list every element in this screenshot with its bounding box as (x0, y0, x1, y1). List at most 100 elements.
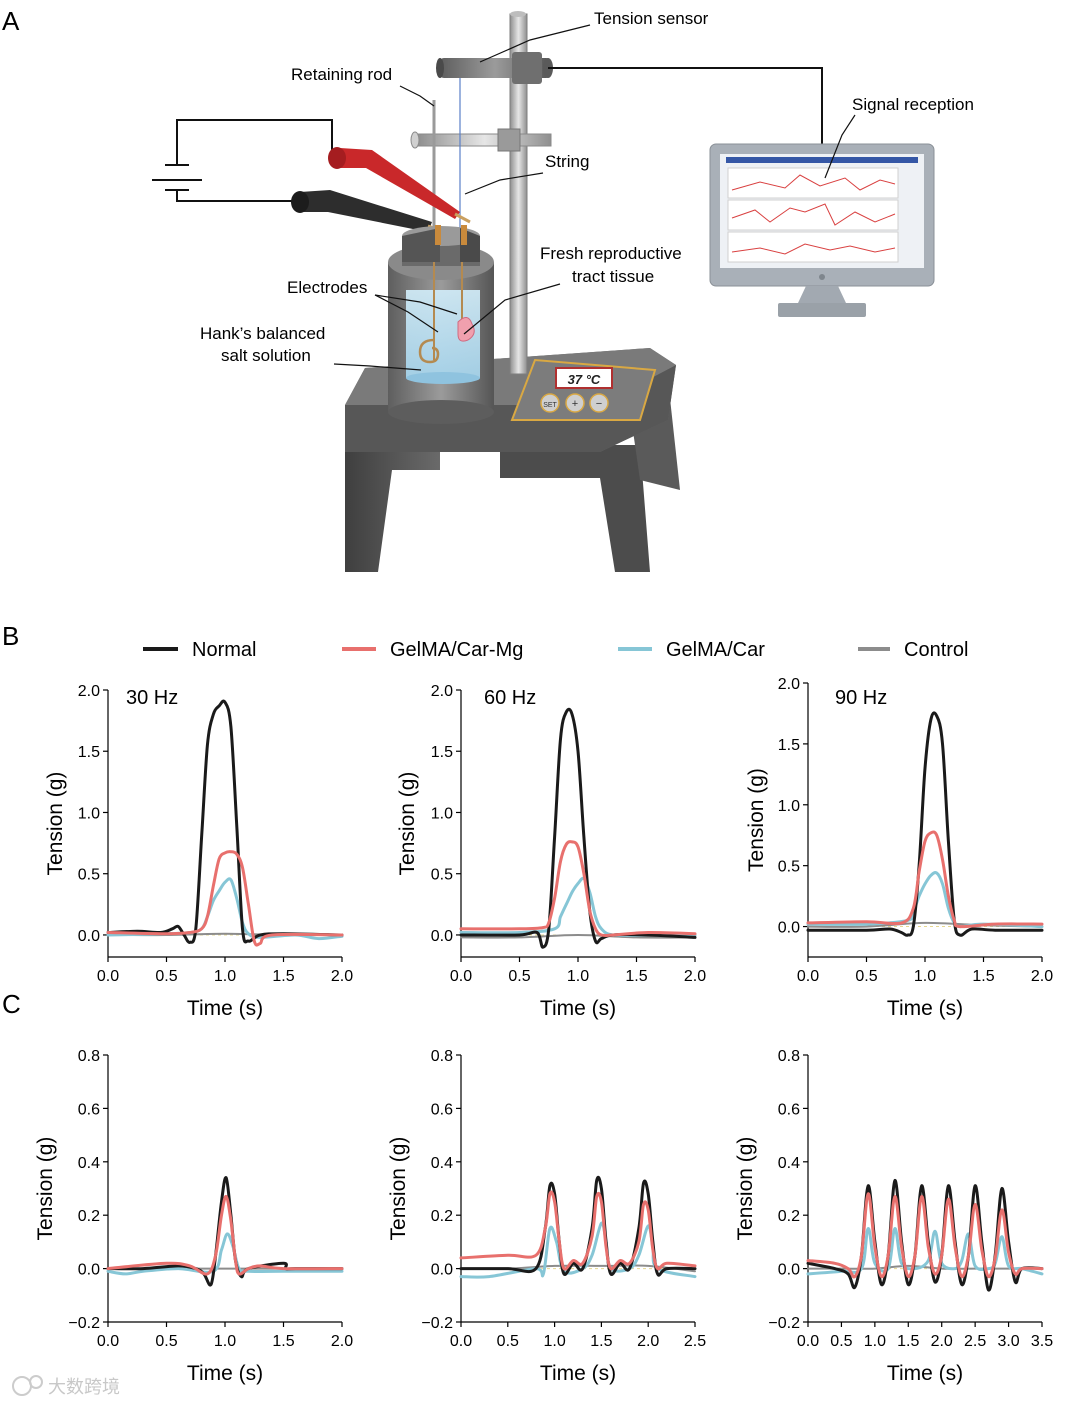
y-tick-label: 0.0 (78, 928, 100, 945)
y-tick-label: −0.2 (768, 1315, 800, 1332)
label-electrodes: Electrodes (287, 278, 367, 297)
watermark: 大数跨境 (12, 1375, 120, 1397)
label-tension-sensor: Tension sensor (594, 9, 709, 28)
label-hanks-line2: salt solution (221, 346, 311, 365)
y-tick-label: 0.5 (78, 867, 100, 884)
x-tick-label: 3.0 (997, 1333, 1019, 1350)
y-axis-title: Tension (g) (34, 1137, 57, 1241)
chart-b-90hz: 0.0 0.5 1.0 1.5 2.0 0.0 0.5 1.0 1.5 2.0 Time (s) Te… (745, 676, 1053, 1020)
chart-c-three-pulses: 0.0 0.5 1.0 1.5 2.0 2.5−0.20.00.20.40.60.8Tim… (387, 1048, 706, 1385)
series-line-gelma-car (106, 1232, 344, 1276)
series-line-gelma-car-mg (806, 1192, 1044, 1279)
series-line-gelma-car-mg (106, 1194, 344, 1276)
series-line-gelma-car (806, 871, 1044, 929)
label-string: String (545, 152, 589, 171)
label-hanks-line1: Hank’s balanced (200, 324, 325, 343)
series-line-normal (106, 699, 344, 944)
y-tick-label: 0.4 (778, 1155, 800, 1172)
frequency-label: 30 Hz (126, 687, 178, 709)
y-tick-label: 0.6 (78, 1101, 100, 1118)
panel-letter-a: A (2, 6, 20, 36)
x-tick-label: 1.5 (972, 968, 994, 985)
y-tick-label: 0.4 (431, 1155, 453, 1172)
y-tick-label: 0.6 (778, 1101, 800, 1118)
label-retaining-rod: Retaining rod (291, 65, 392, 84)
x-tick-label: 1.0 (567, 968, 589, 985)
x-tick-label: 2.0 (931, 1333, 953, 1350)
y-tick-label: 0.4 (78, 1155, 100, 1172)
y-axis-title: Tension (g) (387, 1137, 410, 1241)
x-axis-title: Time (s) (887, 1362, 963, 1385)
y-tick-label: 2.0 (78, 683, 100, 700)
x-tick-label: 1.0 (543, 1333, 565, 1350)
y-axis-title: Tension (g) (396, 772, 419, 876)
x-tick-label: 0.5 (855, 968, 877, 985)
x-tick-label: 0.0 (450, 1333, 472, 1350)
y-tick-label: 0.0 (431, 928, 453, 945)
x-tick-label: 0.5 (155, 1333, 177, 1350)
legend-item-gelma-car: GelMA/Car (618, 639, 765, 661)
y-axis-title: Tension (g) (44, 772, 67, 876)
x-axis-title: Time (s) (540, 1362, 616, 1385)
y-tick-label: 0.5 (778, 859, 800, 876)
x-tick-label: 1.0 (214, 968, 236, 985)
series-line-gelma-car-mg (459, 1190, 697, 1271)
legend-label-control: Control (904, 639, 968, 661)
y-tick-label: 2.0 (778, 676, 800, 693)
y-tick-label: 2.0 (431, 683, 453, 700)
set-button-label: SET (543, 402, 557, 409)
frequency-label: 60 Hz (484, 687, 536, 709)
x-tick-label: 1.0 (214, 1333, 236, 1350)
signal-monitor (709, 143, 935, 317)
y-tick-label: 1.5 (78, 744, 100, 761)
x-tick-label: 1.0 (864, 1333, 886, 1350)
label-signal-reception: Signal reception (852, 95, 974, 114)
series-line-gelma-car (106, 877, 344, 941)
chart-b-30hz: 0.0 0.5 1.0 1.5 2.0 0.0 0.5 1.0 1.5 2.0 Time (s) Te… (44, 683, 353, 1020)
y-tick-label: 1.5 (778, 737, 800, 754)
chart-b-60hz: 0.0 0.5 1.0 1.5 2.0 0.0 0.5 1.0 1.5 2.0 Time (s) Te… (396, 683, 706, 1020)
retort-stand (410, 11, 552, 375)
y-tick-label: 0.5 (431, 867, 453, 884)
y-tick-label: 1.0 (778, 798, 800, 815)
x-tick-label: 1.5 (897, 1333, 919, 1350)
x-tick-label: 0.5 (508, 968, 530, 985)
x-tick-label: 1.5 (272, 1333, 294, 1350)
x-tick-label: 1.5 (590, 1333, 612, 1350)
x-axis-title: Time (s) (187, 997, 263, 1020)
y-tick-label: 0.8 (431, 1048, 453, 1065)
x-axis-title: Time (s) (540, 997, 616, 1020)
tension-sensor (436, 52, 553, 84)
callout-leaders (333, 24, 856, 371)
legend-item-normal: Normal (143, 639, 256, 661)
series-line-gelma-car-mg (106, 850, 344, 947)
plus-button-label: + (572, 398, 578, 410)
x-tick-label: 0.0 (97, 1333, 119, 1350)
x-tick-label: 2.0 (637, 1333, 659, 1350)
x-tick-label: 1.0 (914, 968, 936, 985)
y-tick-label: 0.0 (778, 1262, 800, 1279)
sensor-cable (548, 67, 823, 145)
x-tick-label: 3.5 (1031, 1333, 1053, 1350)
watermark-text: 大数跨境 (48, 1377, 120, 1397)
y-tick-label: −0.2 (68, 1315, 100, 1332)
x-tick-label: 0.5 (830, 1333, 852, 1350)
red-probe (328, 147, 471, 224)
panel-letter-b: B (2, 621, 19, 651)
y-tick-label: 0.2 (778, 1208, 800, 1225)
panel-a-apparatus: A 37 °C SET + − (2, 6, 974, 572)
x-axis-title: Time (s) (887, 997, 963, 1020)
y-tick-label: 0.2 (431, 1208, 453, 1225)
x-tick-label: 2.5 (684, 1333, 706, 1350)
series-line-control (460, 934, 696, 939)
label-fresh-tissue-line2: tract tissue (572, 267, 654, 286)
temperature-readout: 37 °C (568, 372, 601, 387)
x-tick-label: 0.5 (155, 968, 177, 985)
label-fresh-tissue-line1: Fresh reproductive (540, 244, 682, 263)
legend-label-gelma-car-mg: GelMA/Car-Mg (390, 639, 523, 661)
minus-button-label: − (596, 398, 602, 410)
x-tick-label: 2.5 (964, 1333, 986, 1350)
y-tick-label: 0.2 (78, 1208, 100, 1225)
series-line-gelma-car (459, 1221, 697, 1279)
x-tick-label: 2.0 (331, 1333, 353, 1350)
